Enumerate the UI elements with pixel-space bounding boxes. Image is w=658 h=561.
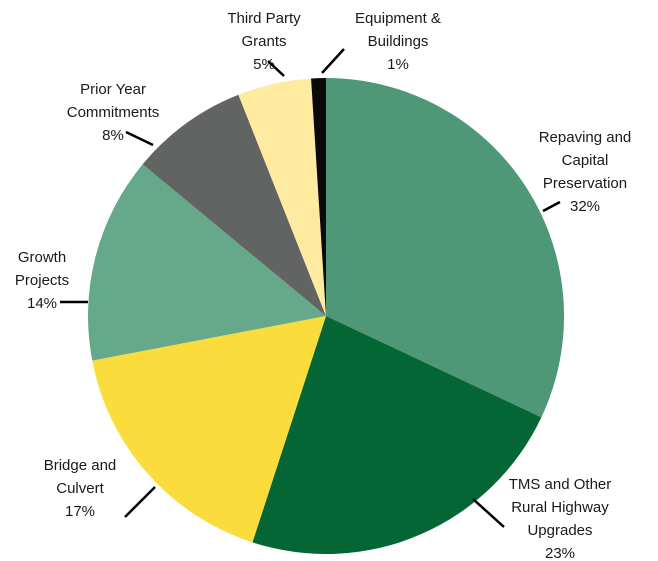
slice-label-line: Third Party xyxy=(227,10,301,27)
slice-label: Growth Projects 14% xyxy=(15,249,69,312)
pie-slice xyxy=(92,316,326,543)
slice-label-line: Buildings xyxy=(368,33,429,50)
slice-label-line: Bridge and xyxy=(44,457,117,474)
slice-label-line: Capital xyxy=(562,152,609,169)
slice-label: Third Party Grants 5% xyxy=(227,10,301,73)
slice-label-line: Commitments xyxy=(67,104,160,121)
slice-label-line: Repaving and xyxy=(539,129,632,146)
pie-slices xyxy=(88,78,565,555)
slice-label: Prior Year Commitments 8% xyxy=(67,81,160,144)
pie-slice xyxy=(142,94,326,317)
slice-label-line: Upgrades xyxy=(527,522,592,539)
leader-line xyxy=(542,200,561,213)
pie-slice xyxy=(326,78,565,418)
slice-percent: 1% xyxy=(387,56,409,73)
leader-line xyxy=(267,60,285,77)
pie-slice xyxy=(311,78,326,316)
leader-line xyxy=(124,486,156,518)
pie-slice xyxy=(252,316,542,555)
slice-label-line: TMS and Other xyxy=(509,476,612,493)
leader-line xyxy=(125,130,154,147)
slice-percent: 14% xyxy=(27,295,57,312)
slice-label: TMS and Other Rural Highway Upgrades 23% xyxy=(509,476,612,561)
slice-label: Equipment & Buildings 1% xyxy=(355,10,441,73)
slice-label: Repaving and Capital Preservation 32% xyxy=(539,129,632,215)
slice-percent: 32% xyxy=(570,198,600,215)
slice-percent: 23% xyxy=(545,545,575,561)
slice-percent: 5% xyxy=(253,56,275,73)
leader-lines xyxy=(60,48,561,528)
pie-slice xyxy=(238,78,326,316)
slice-label-line: Culvert xyxy=(56,480,104,497)
slice-label-line: Equipment & xyxy=(355,10,441,27)
slice-labels: Repaving and Capital Preservation 32% TMS an… xyxy=(15,10,631,561)
slice-percent: 17% xyxy=(65,503,95,520)
slice-label-line: Rural Highway xyxy=(511,499,609,516)
slice-label-line: Projects xyxy=(15,272,69,289)
slice-label-line: Grants xyxy=(241,33,286,50)
leader-line xyxy=(321,48,345,74)
slice-label: Bridge and Culvert 17% xyxy=(44,457,117,520)
slice-label-line: Preservation xyxy=(543,175,627,192)
leader-line xyxy=(472,498,505,528)
slice-label-line: Prior Year xyxy=(80,81,146,98)
pie-slice xyxy=(88,164,326,361)
slice-percent: 8% xyxy=(102,127,124,144)
slice-label-line: Growth xyxy=(18,249,66,266)
